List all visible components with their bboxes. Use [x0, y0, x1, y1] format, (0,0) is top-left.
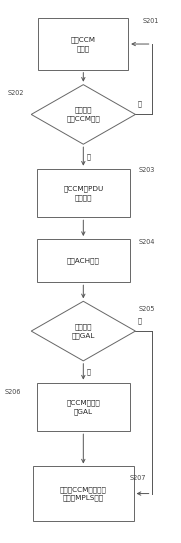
- Bar: [37, 382, 130, 431]
- Text: 发送CCM
定时器: 发送CCM 定时器: [71, 36, 96, 52]
- Text: S202: S202: [8, 90, 24, 96]
- Text: S201: S201: [143, 18, 159, 24]
- Text: 是: 是: [87, 368, 91, 375]
- Bar: [37, 168, 130, 217]
- Text: S206: S206: [4, 389, 21, 395]
- Text: S203: S203: [139, 167, 155, 173]
- Polygon shape: [31, 301, 135, 361]
- Polygon shape: [31, 85, 135, 144]
- Text: 否: 否: [137, 317, 141, 324]
- Text: 是否需要
添加GAL: 是否需要 添加GAL: [72, 324, 95, 339]
- Bar: [33, 466, 134, 521]
- Text: S205: S205: [139, 306, 155, 312]
- Bar: [38, 18, 128, 70]
- Text: 是否需要
发送CCM报文: 是否需要 发送CCM报文: [66, 107, 100, 122]
- Text: S207: S207: [130, 475, 146, 482]
- Text: 否: 否: [137, 100, 141, 107]
- Bar: [37, 239, 130, 282]
- Text: 标记该CCM报文需要
进行的MPLS处理: 标记该CCM报文需要 进行的MPLS处理: [60, 486, 107, 501]
- Text: S204: S204: [139, 239, 155, 245]
- Text: 添加ACH部分: 添加ACH部分: [67, 257, 100, 264]
- Text: 对CCM报文添
加GAL: 对CCM报文添 加GAL: [66, 399, 100, 414]
- Text: 对CCM的PDU
进行组装: 对CCM的PDU 进行组装: [63, 185, 103, 200]
- Text: 是: 是: [87, 153, 91, 160]
